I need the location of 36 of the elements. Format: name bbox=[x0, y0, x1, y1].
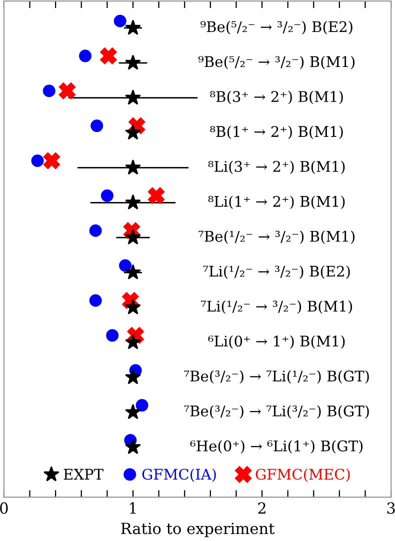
y-tick-label: ⁹Be(⁵/₂⁻ → ³/₂⁻) B(M1) bbox=[198, 56, 355, 70]
x-tick-label: 2 bbox=[258, 502, 266, 514]
y-tick-label: ⁸B(1⁺ → 2⁺) B(M1) bbox=[210, 126, 343, 140]
y-tick-label: ⁸Li(1⁺ → 2⁺) B(M1) bbox=[208, 196, 345, 209]
y-tick-label: ⁹Be(⁵/₂⁻ → ³/₂⁻) B(E2) bbox=[200, 20, 352, 34]
point bbox=[89, 224, 102, 237]
point bbox=[42, 84, 56, 98]
y-tick-label: ⁶He(0⁺) → ⁶Li(1⁺) B(GT) bbox=[190, 440, 363, 454]
x-axis-title: Ratio to experiment bbox=[121, 522, 275, 538]
point bbox=[78, 50, 92, 62]
x-tick-label: 0 bbox=[0, 502, 8, 514]
y-tick-label: ⁶Li(0⁺ → 1⁺) B(M1) bbox=[208, 335, 345, 349]
x-tick-label: 1 bbox=[130, 502, 136, 514]
legend-label: GFMC(MEC) bbox=[256, 468, 350, 482]
y-tick-label: ⁷Be(³/₂⁻) → ⁷Li(³/₂⁻) B(GT) bbox=[184, 405, 369, 419]
point bbox=[148, 187, 165, 204]
legend-label: EXPT bbox=[64, 468, 104, 480]
point bbox=[100, 189, 114, 202]
y-tick-label: ⁸B(3⁺ → 2⁺) B(M1) bbox=[210, 90, 343, 104]
point bbox=[89, 294, 102, 307]
point bbox=[90, 120, 104, 132]
y-tick-label: ⁷Li(¹/₂⁻ → ³/₂⁻) B(E2) bbox=[203, 265, 350, 279]
y-tick-label: ⁸Li(3⁺ → 2⁺) B(M1) bbox=[208, 160, 345, 174]
point bbox=[114, 14, 126, 28]
point bbox=[118, 259, 132, 272]
y-tick-label: ⁷Be(³/₂⁻) → ⁷Li(¹/₂⁻) B(GT) bbox=[184, 370, 369, 384]
point bbox=[58, 82, 76, 100]
point bbox=[43, 152, 60, 170]
point bbox=[106, 329, 119, 342]
point bbox=[136, 399, 148, 412]
y-tick-label: ⁷Li(¹/₂⁻ → ³/₂⁻) B(M1) bbox=[201, 300, 352, 314]
legend-label: GFMC(IA) bbox=[142, 468, 216, 482]
x-tick-label: 3 bbox=[387, 502, 395, 514]
point bbox=[31, 154, 44, 167]
point bbox=[100, 48, 117, 64]
y-tick-label: ⁷Be(¹/₂⁻ → ³/₂⁻) B(M1) bbox=[198, 230, 355, 244]
